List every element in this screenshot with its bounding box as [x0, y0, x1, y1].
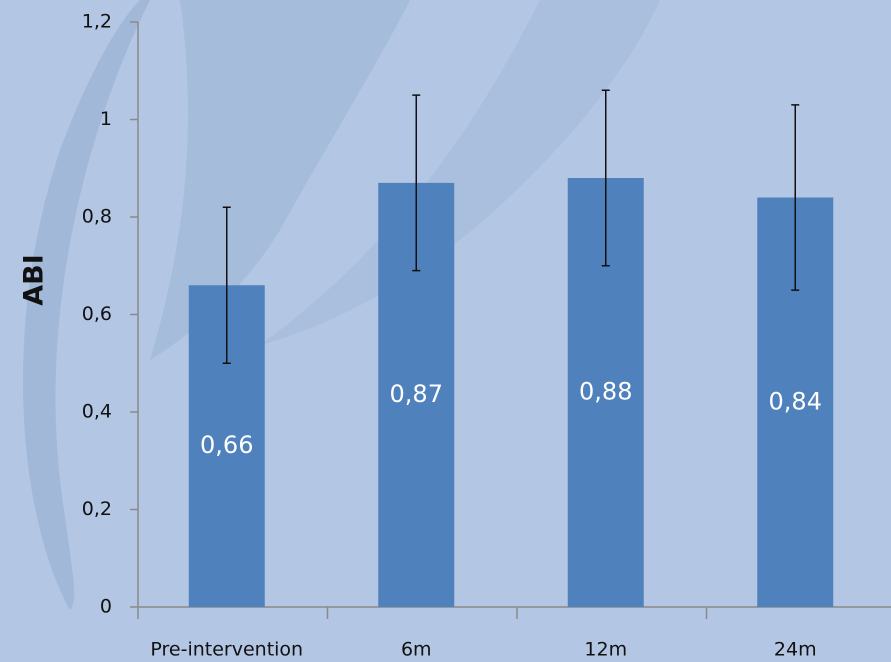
- x-tick-label: 12m: [584, 639, 627, 661]
- y-axis-title: ABI: [19, 254, 50, 306]
- brush-stroke: [260, 0, 660, 345]
- y-tick-label: 1: [100, 108, 112, 130]
- value-label: 0,87: [390, 380, 443, 408]
- y-tick-label: 0,4: [82, 401, 112, 423]
- value-label: 0,66: [200, 431, 253, 459]
- y-tick-label: 0: [100, 596, 112, 618]
- brush-stroke: [22, 0, 150, 610]
- x-tick-label: 6m: [401, 639, 432, 661]
- y-tick-label: 0,6: [82, 303, 112, 325]
- x-tick-label: 24m: [774, 639, 817, 661]
- brush-stroke: [150, 0, 410, 360]
- x-tick-label: Pre-intervention: [150, 639, 303, 661]
- y-tick-label: 1,2: [82, 11, 112, 33]
- value-label: 0,84: [769, 387, 822, 415]
- value-label: 0,88: [579, 378, 632, 406]
- y-tick-label: 0,8: [82, 206, 112, 228]
- y-tick-label: 0,2: [82, 498, 112, 520]
